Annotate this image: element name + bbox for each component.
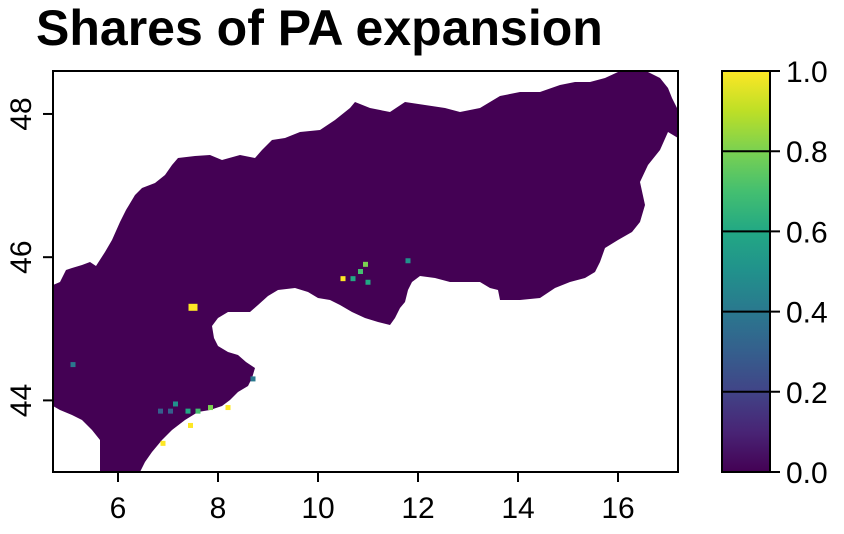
x-axis: 6 8 10 12 14 16 [110, 472, 635, 525]
raster-cell-4 [168, 408, 173, 414]
y-tick-label: 48 [5, 97, 38, 130]
colorbar-tick-label: 0.2 [786, 377, 828, 410]
chart-title: Shares of PA expansion [36, 0, 603, 56]
raster-cell-2 [160, 440, 166, 446]
y-axis: 44 46 48 [5, 97, 53, 417]
colorbar-tick-label: 1.0 [786, 56, 828, 89]
raster-cell-1 [188, 303, 198, 311]
raster-cell-11 [250, 376, 256, 382]
raster-cell-7 [195, 408, 201, 414]
y-tick-label: 44 [5, 384, 38, 417]
raster-cell-13 [350, 276, 356, 282]
raster-cell-12 [340, 276, 346, 282]
x-tick-label: 6 [110, 492, 127, 525]
x-tick-label: 12 [401, 492, 434, 525]
raster-cell-15 [363, 261, 368, 267]
x-tick-label: 14 [501, 492, 534, 525]
colorbar-tick-label: 0.8 [786, 136, 828, 169]
raster-cell-9 [225, 405, 231, 411]
raster-cell-10 [188, 422, 193, 428]
raster-cell-3 [158, 408, 163, 414]
raster-cell-5 [173, 401, 178, 407]
colorbar [721, 70, 771, 473]
x-tick-label: 8 [210, 492, 227, 525]
raster-cell-14 [358, 269, 363, 274]
raster-cell-16 [365, 279, 371, 285]
plot-frame [52, 70, 679, 473]
y-tick-label: 46 [5, 240, 38, 273]
colorbar-axis: 0.0 0.2 0.4 0.6 0.8 1.0 [722, 56, 828, 490]
colorbar-tick-label: 0.4 [786, 297, 828, 330]
x-tick-label: 10 [301, 492, 334, 525]
raster-cell-17 [405, 258, 411, 264]
colorbar-tick-label: 0.6 [786, 216, 828, 249]
x-tick-label: 16 [601, 492, 634, 525]
raster-cell-6 [185, 408, 191, 414]
alps-raster-region [53, 71, 678, 472]
colorbar-tick-label: 0.0 [786, 457, 828, 490]
raster-cell-0 [70, 362, 76, 368]
raster-cell-8 [208, 405, 213, 411]
